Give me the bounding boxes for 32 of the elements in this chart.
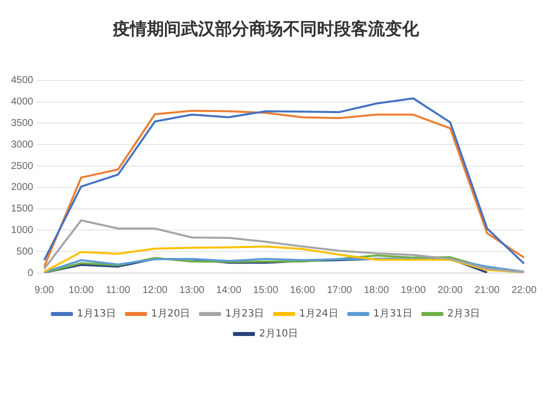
y-tick-label: 2000 (10, 182, 34, 194)
legend-label: 1月24日 (299, 308, 338, 320)
legend-label: 1月23日 (225, 308, 264, 320)
x-tick-label: 21:00 (474, 284, 500, 296)
x-tick-label: 17:00 (326, 284, 352, 296)
legend-label: 1月13日 (76, 308, 116, 320)
x-tick-label: 22:00 (511, 284, 537, 296)
y-tick-label: 500 (16, 246, 34, 258)
x-tick-label: 10:00 (68, 284, 94, 296)
y-tick-label: 1500 (10, 204, 34, 215)
y-tick-label: 0 (28, 268, 34, 279)
legend-label: 2月3日 (447, 308, 480, 320)
y-tick-label: 2500 (10, 160, 34, 172)
legend-label: 1月20日 (151, 308, 190, 320)
legend-label: 1月31日 (373, 308, 412, 320)
y-tick-label: 3500 (10, 118, 34, 129)
x-tick-label: 20:00 (438, 284, 464, 296)
x-tick-label: 15:00 (253, 284, 279, 296)
y-tick-label: 1000 (10, 224, 34, 236)
y-tick-label: 4000 (10, 96, 34, 108)
legend-label: 2月10日 (258, 328, 298, 340)
x-tick-label: 13:00 (179, 284, 205, 296)
x-tick-label: 18:00 (364, 284, 390, 296)
y-tick-label: 4500 (10, 75, 34, 86)
x-tick-label: 12:00 (142, 284, 168, 296)
y-tick-label: 3000 (10, 139, 34, 150)
x-tick-label: 14:00 (216, 284, 242, 296)
x-tick-label: 19:00 (400, 284, 426, 296)
x-tick-label: 9:00 (34, 284, 54, 296)
x-tick-label: 16:00 (290, 284, 316, 296)
x-tick-label: 11:00 (106, 284, 131, 296)
chart-title: 疫情期间武汉部分商场不同时段客流变化 (112, 20, 420, 40)
